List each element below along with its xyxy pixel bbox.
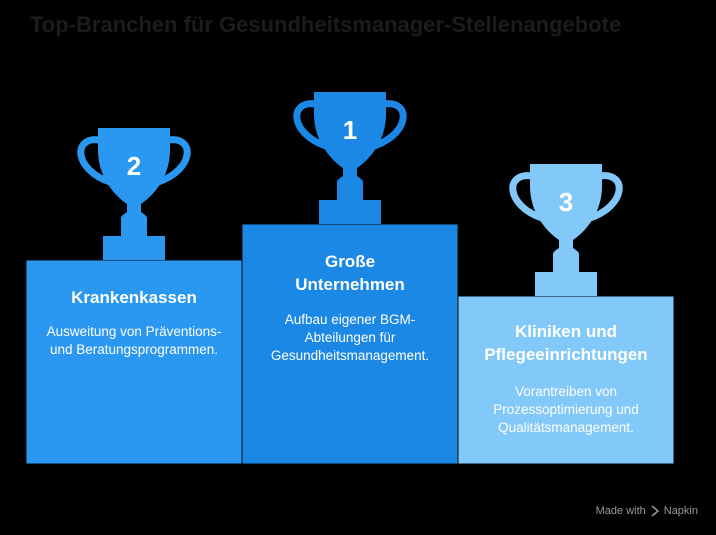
rank-number: 3 [559, 187, 573, 217]
podium-title: Große Unternehmen [295, 252, 405, 294]
trophy-cup [314, 92, 386, 182]
rank-number: 2 [127, 151, 141, 181]
podium-title: Kliniken und Pflegeeinrichtungen [484, 322, 648, 364]
podium-title: Krankenkassen [71, 288, 197, 307]
trophy-neck [121, 218, 147, 236]
rank-number: 1 [343, 115, 357, 145]
trophy-handle [509, 172, 544, 222]
trophy-base [103, 236, 165, 260]
podium-description: Ausweitung von Präventions- und Beratung… [46, 324, 222, 357]
podium-description: Aufbau eigener BGM-Abteilungen für Gesun… [270, 312, 430, 363]
footer: Made with Napkin [596, 505, 698, 517]
page-title: Top-Branchen für Gesundheitsmanager-Stel… [30, 12, 622, 37]
trophy-handle [77, 136, 112, 186]
trophy-base [319, 200, 381, 224]
trophy-cup [530, 164, 602, 254]
trophy-handle [156, 136, 191, 186]
trophy-base [535, 272, 597, 296]
trophy-handle [588, 172, 623, 222]
trophy-neck [553, 254, 579, 272]
podium [25, 259, 243, 465]
trophy-handle [293, 100, 328, 150]
trophy-handle [372, 100, 407, 150]
footer-brand: Napkin [663, 505, 698, 517]
podium-description: Vorantreiben von Prozessoptimierung und … [493, 384, 639, 435]
podium [241, 223, 459, 465]
podium [457, 295, 675, 465]
trophy-cup [98, 128, 170, 218]
trophy-neck [337, 182, 363, 200]
footer-text: Made with [595, 505, 646, 517]
brand-logo [651, 505, 659, 517]
